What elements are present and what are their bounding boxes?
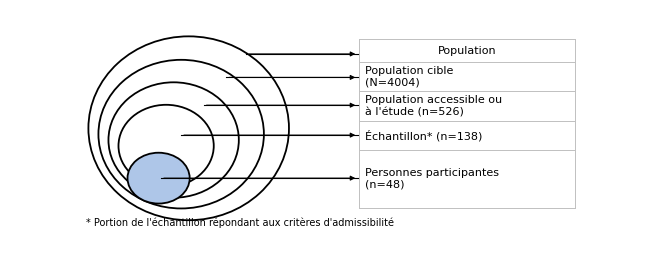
Text: Population accessible ou
à l'étude (n=526): Population accessible ou à l'étude (n=52… bbox=[365, 96, 502, 117]
Text: * Portion de l'échantillon répondant aux critères d'admissibilité: * Portion de l'échantillon répondant aux… bbox=[86, 217, 394, 228]
Text: Échantillon* (n=138): Échantillon* (n=138) bbox=[365, 130, 483, 141]
Text: Population cible
(N=4004): Population cible (N=4004) bbox=[365, 66, 454, 87]
Text: Personnes participantes
(n=48): Personnes participantes (n=48) bbox=[365, 168, 499, 190]
Text: Population: Population bbox=[437, 45, 496, 56]
Ellipse shape bbox=[127, 153, 190, 203]
